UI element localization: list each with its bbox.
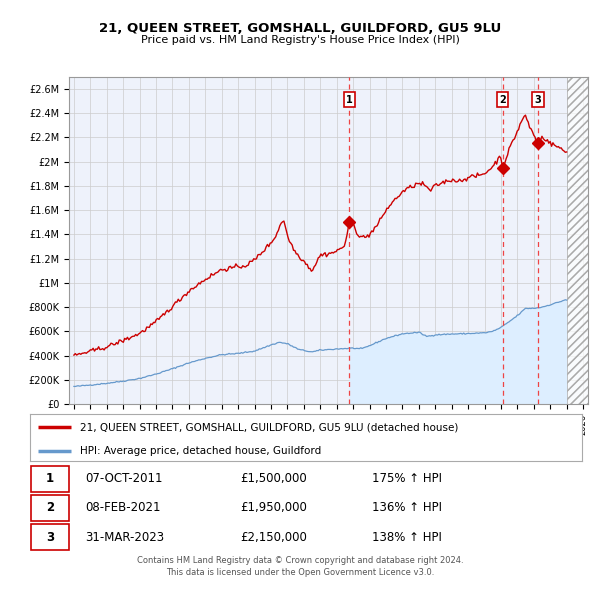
Text: 175% ↑ HPI: 175% ↑ HPI — [372, 473, 442, 486]
Text: 21, QUEEN STREET, GOMSHALL, GUILDFORD, GU5 9LU: 21, QUEEN STREET, GOMSHALL, GUILDFORD, G… — [99, 22, 501, 35]
FancyBboxPatch shape — [31, 495, 68, 521]
Text: 136% ↑ HPI: 136% ↑ HPI — [372, 502, 442, 514]
Text: £1,950,000: £1,950,000 — [240, 502, 307, 514]
Text: 07-OCT-2011: 07-OCT-2011 — [85, 473, 163, 486]
Text: 1: 1 — [346, 94, 353, 104]
Text: Price paid vs. HM Land Registry's House Price Index (HPI): Price paid vs. HM Land Registry's House … — [140, 35, 460, 45]
Text: 138% ↑ HPI: 138% ↑ HPI — [372, 530, 442, 543]
Bar — [566, 77, 596, 404]
Text: 08-FEB-2021: 08-FEB-2021 — [85, 502, 161, 514]
Text: £2,150,000: £2,150,000 — [240, 530, 307, 543]
Text: 3: 3 — [46, 530, 54, 543]
Text: 1: 1 — [46, 473, 54, 486]
FancyBboxPatch shape — [31, 466, 68, 492]
Text: 31-MAR-2023: 31-MAR-2023 — [85, 530, 164, 543]
Bar — [566, 77, 596, 404]
FancyBboxPatch shape — [31, 524, 68, 550]
Text: Contains HM Land Registry data © Crown copyright and database right 2024.
This d: Contains HM Land Registry data © Crown c… — [137, 556, 463, 576]
Text: HPI: Average price, detached house, Guildford: HPI: Average price, detached house, Guil… — [80, 446, 321, 456]
Text: 2: 2 — [499, 94, 506, 104]
Text: 3: 3 — [535, 94, 541, 104]
Text: 21, QUEEN STREET, GOMSHALL, GUILDFORD, GU5 9LU (detached house): 21, QUEEN STREET, GOMSHALL, GUILDFORD, G… — [80, 422, 458, 432]
Text: £1,500,000: £1,500,000 — [240, 473, 307, 486]
Text: 2: 2 — [46, 502, 54, 514]
